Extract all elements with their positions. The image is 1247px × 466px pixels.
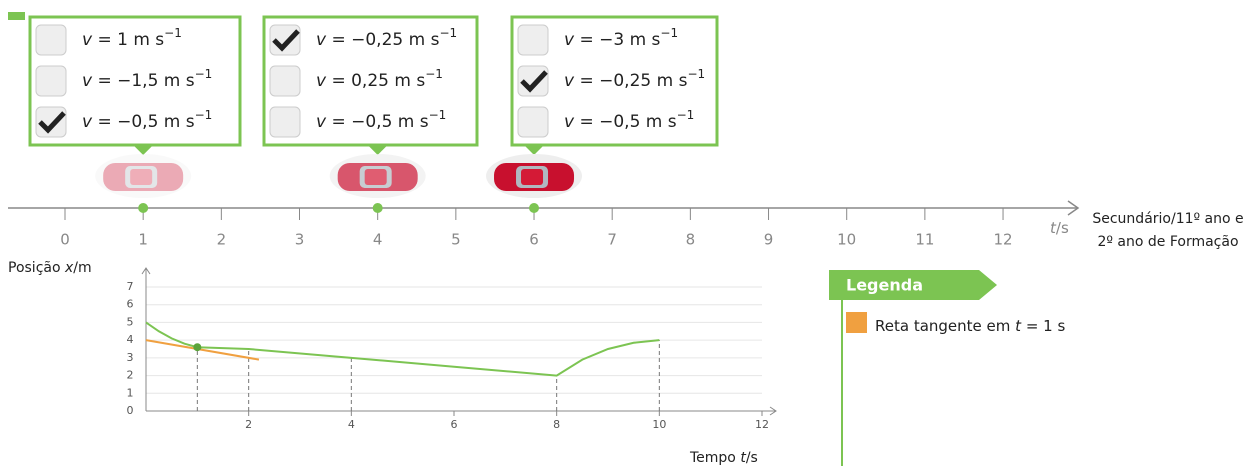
label-part: Tempo	[689, 450, 740, 466]
axis-unit: /s	[1056, 219, 1069, 237]
option-label: v = −0,5 m s−1	[316, 108, 446, 133]
option-text: = −0,5 m s	[574, 112, 677, 132]
option-exponent: −1	[195, 108, 213, 122]
option-text: = −0,25 m s	[326, 30, 440, 50]
option-text: = −3 m s	[574, 30, 660, 50]
scene: Legenda 0123456789101112t/sv = 1 m s−1v …	[0, 0, 1247, 466]
car-dot	[373, 203, 383, 213]
x-tick-label: 12	[755, 418, 769, 431]
option-label: v = −0,25 m s−1	[564, 67, 705, 92]
x-tick-label: 10	[652, 418, 666, 431]
checkbox[interactable]	[270, 66, 300, 96]
option-label: v = −0,5 m s−1	[564, 108, 694, 133]
timeline-axis-label: t/s	[1050, 219, 1069, 237]
option-exponent: −1	[425, 67, 443, 81]
timeline-tick-label: 10	[837, 231, 856, 249]
option-text: = −0,5 m s	[326, 112, 429, 132]
option-exponent: −1	[660, 26, 678, 40]
legend-rest: = 1 s	[1021, 317, 1065, 335]
option-text: = −1,5 m s	[92, 71, 195, 91]
y-tick-label: 7	[127, 280, 134, 293]
legend-title: Legenda	[846, 276, 923, 295]
y-tick-label: 1	[127, 386, 134, 399]
timeline-tick-label: 8	[686, 231, 696, 249]
option-text: = −0,5 m s	[92, 112, 195, 132]
car	[330, 154, 426, 198]
option-label: v = −0,25 m s−1	[316, 26, 457, 51]
legend-entry: Reta tangente em t = 1 s	[875, 317, 1065, 335]
option-label: v = −1,5 m s−1	[82, 67, 212, 92]
option-label: v = 0,25 m s−1	[316, 67, 443, 92]
y-tick-label: 4	[127, 333, 134, 346]
checkbox[interactable]	[518, 107, 548, 137]
x-tick-label: 6	[451, 418, 458, 431]
y-tick-label: 0	[127, 404, 134, 417]
y-axis-label: Posição x/m	[8, 260, 92, 276]
option-text: = 0,25 m s	[326, 71, 425, 91]
option-exponent: −1	[195, 67, 213, 81]
car-dot	[529, 203, 539, 213]
legend-swatch	[846, 312, 867, 333]
box-pointer	[369, 146, 387, 155]
car-cabin	[130, 169, 152, 185]
checkbox[interactable]	[36, 66, 66, 96]
x-axis-label: Tempo t/s	[689, 450, 758, 466]
timeline-tick-label: 6	[529, 231, 539, 249]
tangent-point	[193, 343, 201, 351]
position-curve	[146, 322, 659, 375]
y-tick-label: 2	[127, 369, 134, 382]
y-tick-label: 5	[127, 315, 134, 328]
page: Legenda 0123456789101112t/sv = 1 m s−1v …	[0, 0, 1247, 466]
y-tick-label: 3	[127, 351, 134, 364]
timeline-tick-label: 3	[295, 231, 305, 249]
timeline-tick-label: 0	[60, 231, 70, 249]
checkbox[interactable]	[518, 25, 548, 55]
option-exponent: −1	[429, 108, 447, 122]
car-dot	[138, 203, 148, 213]
timeline-tick-label: 12	[993, 231, 1012, 249]
timeline-tick-label: 7	[607, 231, 617, 249]
level-text: Secundário/11º ano e 2º ano de Formação	[1088, 208, 1247, 254]
timeline-tick-label: 2	[217, 231, 227, 249]
legend-tab-tip	[979, 270, 997, 300]
option-exponent: −1	[164, 26, 182, 40]
box-pointer	[134, 146, 152, 155]
car-cabin	[365, 169, 387, 185]
option-exponent: −1	[439, 26, 457, 40]
timeline-tick-label: 4	[373, 231, 383, 249]
x-tick-label: 2	[245, 418, 252, 431]
checkbox[interactable]	[270, 107, 300, 137]
option-text: = −0,25 m s	[574, 71, 688, 91]
x-tick-label: 8	[553, 418, 560, 431]
timeline-tick-label: 1	[138, 231, 148, 249]
option-exponent: −1	[687, 67, 705, 81]
tangent-line	[146, 340, 259, 359]
box-pointer	[525, 146, 543, 155]
car-cabin	[521, 169, 543, 185]
timeline-tick-label: 5	[451, 231, 461, 249]
x-tick-label: 4	[348, 418, 355, 431]
car	[95, 154, 191, 198]
checkbox[interactable]	[36, 25, 66, 55]
corner-badge	[8, 12, 25, 20]
timeline-tick-label: 9	[764, 231, 774, 249]
timeline-tick-label: 11	[915, 231, 934, 249]
label-part: /s	[746, 450, 758, 466]
option-label: v = −0,5 m s−1	[82, 108, 212, 133]
option-text: = 1 m s	[92, 30, 164, 50]
car	[486, 154, 582, 198]
legend-text: Reta tangente em	[875, 317, 1015, 335]
y-tick-label: 6	[127, 298, 134, 311]
label-part: Posição	[8, 260, 65, 276]
label-part: /m	[73, 260, 91, 276]
option-exponent: −1	[677, 108, 695, 122]
